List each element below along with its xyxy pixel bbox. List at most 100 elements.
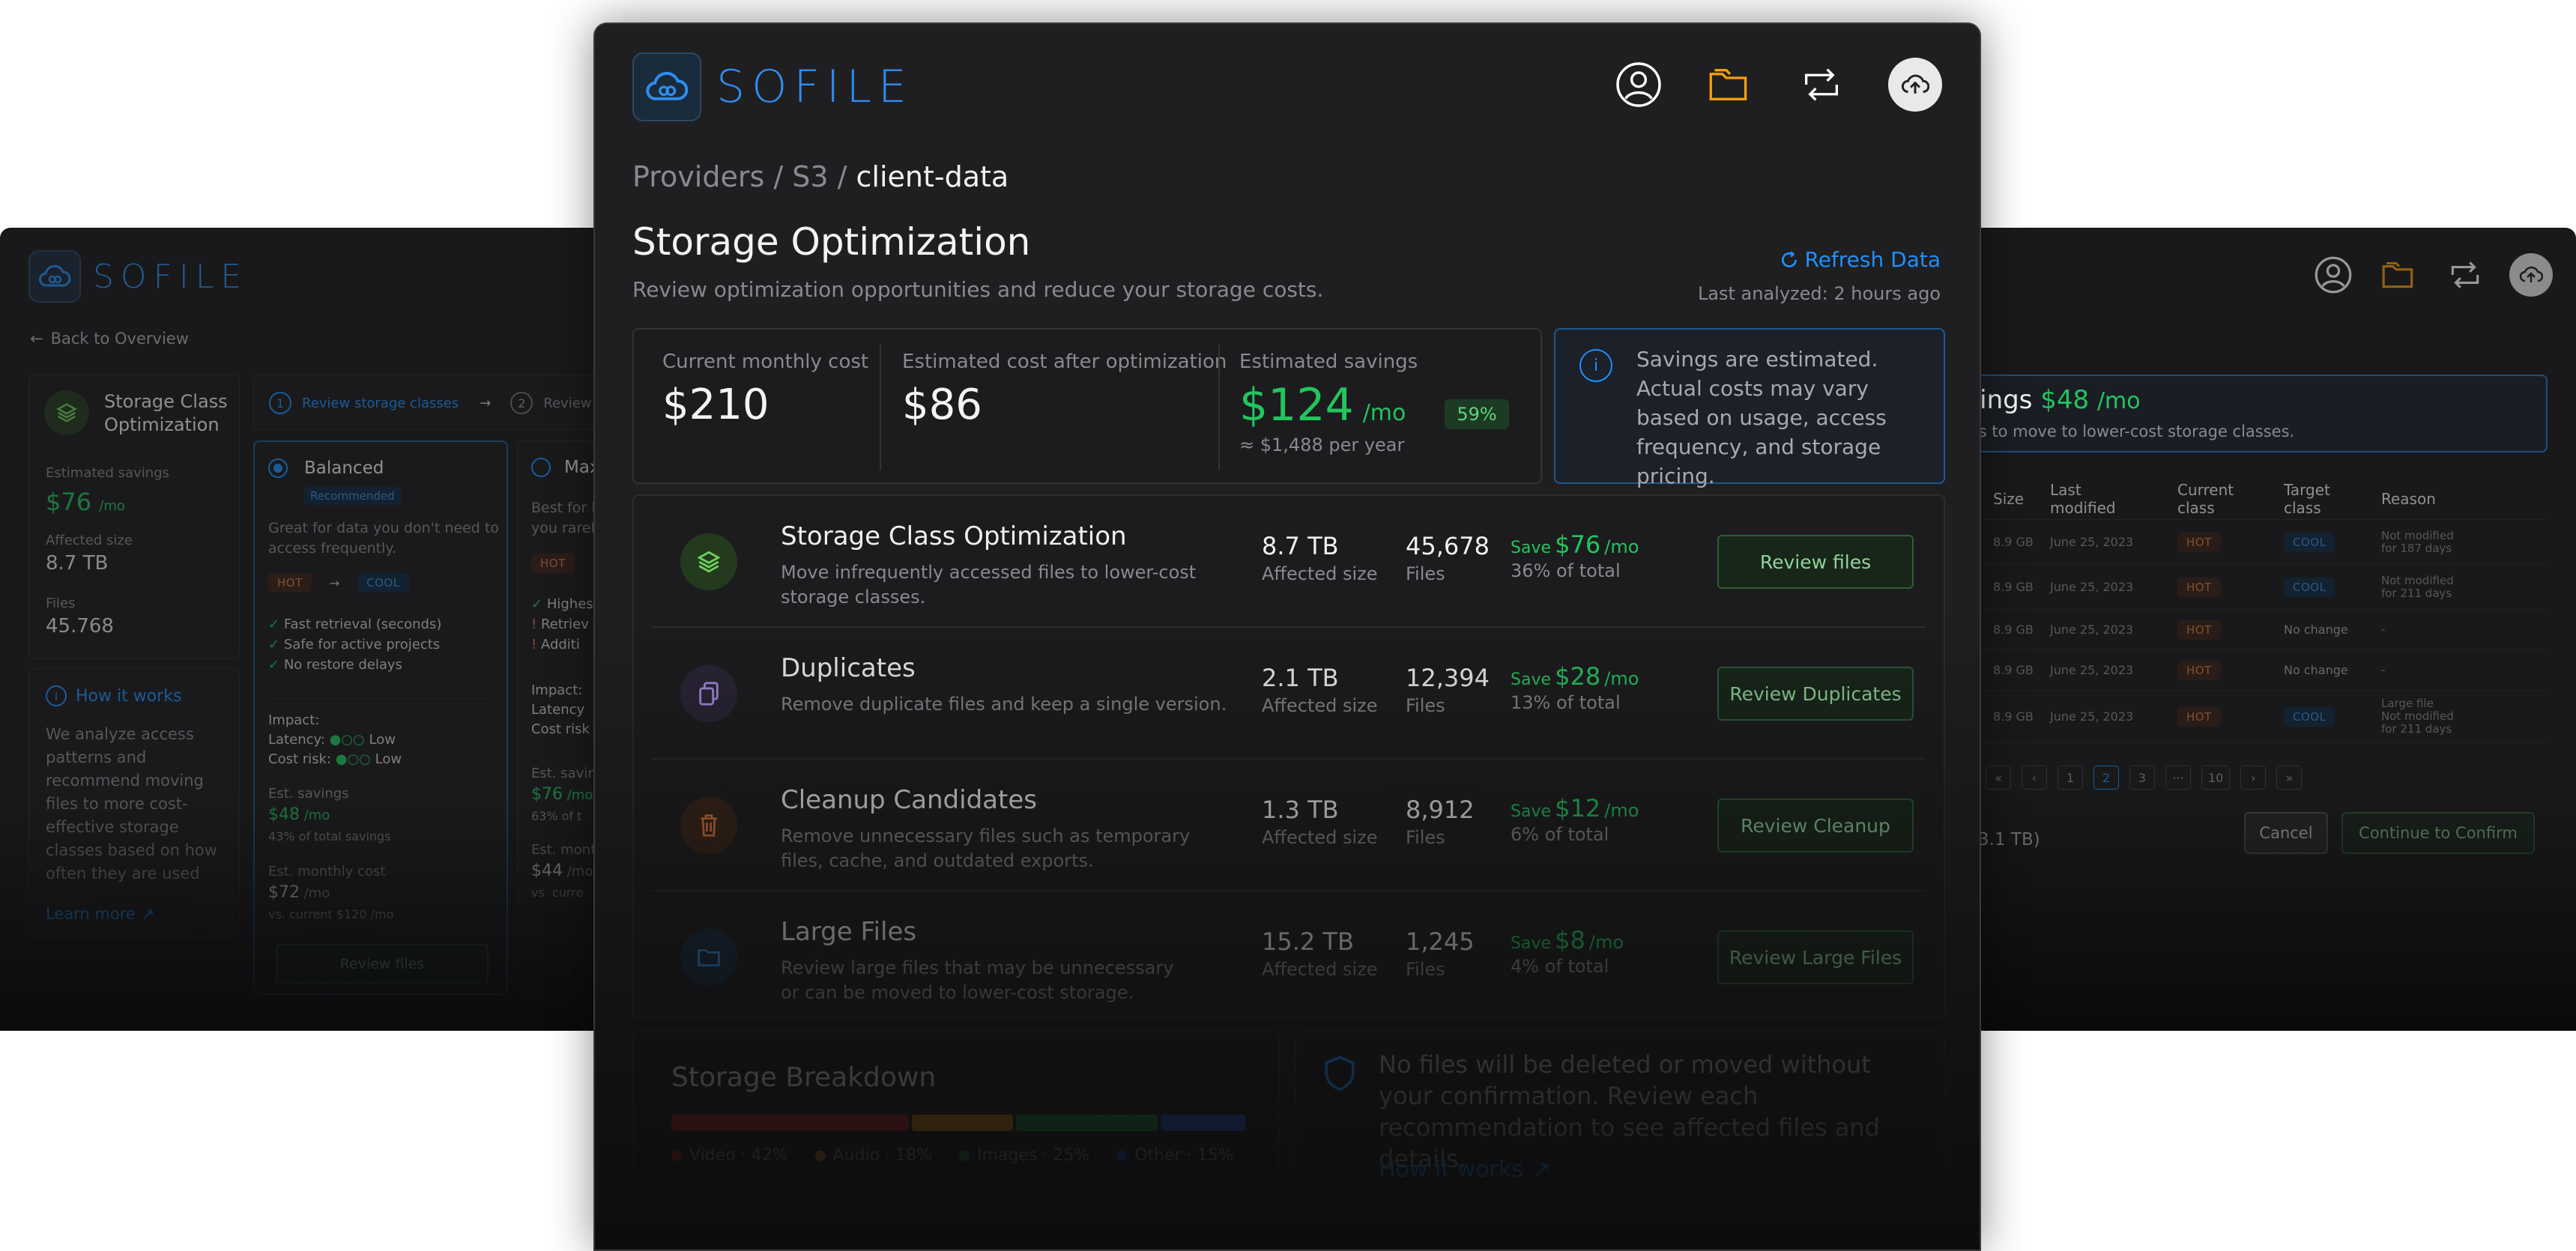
from-class: HOT — [531, 554, 575, 573]
folder-icon — [680, 929, 737, 986]
pagination: « ‹ 1 2 3 ··· 10 › » — [1986, 766, 2303, 790]
after-cost: Estimated cost after optimization $86 — [902, 351, 1227, 429]
review-button[interactable]: Review Cleanup — [1717, 799, 1914, 852]
continue-button[interactable]: Continue to Confirm — [2341, 812, 2535, 854]
col-modified[interactable]: Last modified — [2050, 480, 2116, 517]
page-button[interactable]: 10 — [2201, 766, 2231, 790]
breakdown-segment — [1016, 1115, 1158, 1131]
refresh-button[interactable]: Refresh Data — [1780, 247, 1941, 272]
cell-target: COOL — [2269, 706, 2366, 727]
storage-breakdown: Storage Breakdown Video · 42% Audio · 18%… — [632, 1031, 1280, 1202]
review-button[interactable]: Review Duplicates — [1717, 667, 1914, 721]
col-reason[interactable]: Reason — [2381, 489, 2436, 508]
save-unit: /mo — [1588, 932, 1624, 953]
files-label: Files — [1406, 959, 1445, 980]
cell-size: 8.9 GB — [1993, 623, 2034, 637]
opt1-est-amount: $48 — [268, 805, 300, 824]
save-line: Save $8 /mo — [1511, 926, 1624, 954]
col-target[interactable]: Target class — [2284, 480, 2330, 517]
table-row[interactable]: 8.9 GB June 25, 2023 HOT COOL Not modified fo… — [1963, 565, 2548, 610]
last-page-icon[interactable]: » — [2276, 766, 2303, 790]
cell-date: June 25, 2023 — [2050, 709, 2134, 724]
review-files-button[interactable]: Review files — [276, 944, 489, 984]
radio-unselected[interactable] — [531, 458, 551, 477]
breadcrumb-sep: / — [828, 160, 856, 193]
radio-selected[interactable] — [268, 458, 288, 478]
opt1-cost-unit: /mo — [303, 885, 330, 901]
save-word: Save — [1511, 670, 1552, 689]
row-files: 1,245 Files — [1406, 927, 1475, 980]
table-row[interactable]: 8.9 GB June 25, 2023 HOT No change - — [1963, 650, 2548, 691]
opt2-est-label: Est. savin — [531, 766, 596, 781]
save-line: Save $76 /mo — [1511, 530, 1639, 559]
cell-current: HOT — [2149, 577, 2269, 597]
review-button[interactable]: Review files — [1717, 535, 1914, 589]
table-row[interactable]: 8.9 GB June 25, 2023 HOT COOL Large file Not … — [1963, 691, 2548, 743]
page-button[interactable]: 3 — [2129, 766, 2155, 790]
col-size[interactable]: Size — [1993, 489, 2025, 508]
arrow-right-icon: → — [329, 575, 340, 590]
sync-arrows-icon[interactable] — [1797, 60, 1846, 109]
legend-label: Audio · 18% — [832, 1146, 932, 1165]
col-current[interactable]: Current class — [2177, 480, 2234, 517]
sync-arrows-icon[interactable] — [2443, 253, 2487, 297]
page-button[interactable]: 1 — [2058, 766, 2083, 790]
first-page-icon[interactable]: « — [1986, 766, 2011, 790]
legend-item: Video · 42% — [671, 1146, 788, 1165]
breadcrumb-s3[interactable]: S3 — [792, 160, 829, 193]
prev-page-icon[interactable]: ‹ — [2022, 766, 2047, 790]
opt1-savings: Est. savings $48 /mo 43% of total saving… — [268, 784, 391, 847]
right-topbar — [2312, 253, 2553, 297]
card-title: Storage Class Optimization — [104, 391, 228, 435]
to-class: COOL — [357, 573, 409, 593]
how-header: i How it works — [46, 685, 181, 706]
next-page-icon[interactable]: › — [2240, 766, 2267, 790]
table-row[interactable]: 8.9 GB June 25, 2023 HOT COOL Not modified fo… — [1963, 520, 2548, 565]
back-link[interactable]: ← Back to Overview — [30, 330, 189, 348]
from-pill: HOT — [531, 554, 575, 573]
option-balanced[interactable]: Balanced Recommended Great for data you … — [253, 440, 508, 995]
size-value: 15.2 TB — [1262, 927, 1354, 956]
class-change: HOT → COOL — [268, 573, 409, 593]
target-pill: COOL — [2284, 577, 2335, 597]
cloud-upload-icon[interactable] — [2509, 253, 2553, 297]
item: ! Retriev — [531, 614, 593, 634]
risk-row: Cost risk: ●○○ Low — [268, 750, 493, 769]
reason-line: for 187 days — [2381, 541, 2452, 555]
user-circle-icon[interactable] — [2312, 253, 2355, 297]
user-circle-icon[interactable] — [1614, 60, 1663, 109]
cloud-upload-icon[interactable] — [1888, 58, 1942, 112]
items-list: ✓ Highes ! Retriev ! Additi — [531, 594, 593, 655]
row-files: 8,912 Files — [1406, 796, 1475, 848]
folders-icon[interactable] — [2377, 253, 2421, 297]
check-text: Safe for active projects — [283, 637, 441, 652]
check-icon: ✓ — [268, 617, 280, 632]
summary-card: Storage Class Optimization Estimated sav… — [28, 375, 240, 659]
divider — [880, 345, 881, 470]
item-text: Retriev — [540, 617, 589, 632]
how-it-works-link[interactable]: How it works ↗ — [1379, 1157, 1551, 1183]
last-analyzed: Last analyzed: 2 hours ago — [1697, 283, 1941, 304]
folders-icon[interactable] — [1705, 60, 1755, 109]
desc-line-1: Review large files that may be unnecessa… — [781, 957, 1174, 978]
review-button[interactable]: Review Large Files — [1717, 930, 1914, 984]
row-desc: Move infrequently accessed files to lowe… — [781, 560, 1196, 610]
info-icon: i — [46, 685, 67, 706]
optimization-list: Storage Class Optimization Move infrequen… — [632, 494, 1945, 1019]
opt1-est-label: Est. savings — [268, 786, 349, 802]
main-logo[interactable]: SOFILE — [632, 52, 913, 121]
reason-line: Not modified — [2381, 573, 2454, 587]
page-button[interactable]: 2 — [2093, 766, 2119, 790]
cancel-button[interactable]: Cancel — [2244, 812, 2328, 854]
latency-label: Latency: — [268, 732, 325, 748]
opt2-cost-unit: /mo — [566, 864, 593, 879]
table-row[interactable]: 8.9 GB June 25, 2023 HOT No change - — [1963, 610, 2548, 650]
step-1[interactable]: 1 Review storage classes → 2 Review f — [269, 392, 599, 414]
cell-date: June 25, 2023 — [2050, 663, 2134, 677]
breadcrumb-sep: / — [764, 160, 793, 193]
breadcrumb-providers[interactable]: Providers — [632, 160, 765, 193]
learn-link[interactable]: Learn more ↗ — [46, 905, 154, 923]
check-icon: ✓ — [268, 637, 280, 652]
option-max[interactable]: Max Best for lo you rarely HOT ✓ Highes !… — [517, 440, 599, 995]
page-button[interactable]: ··· — [2165, 766, 2191, 790]
